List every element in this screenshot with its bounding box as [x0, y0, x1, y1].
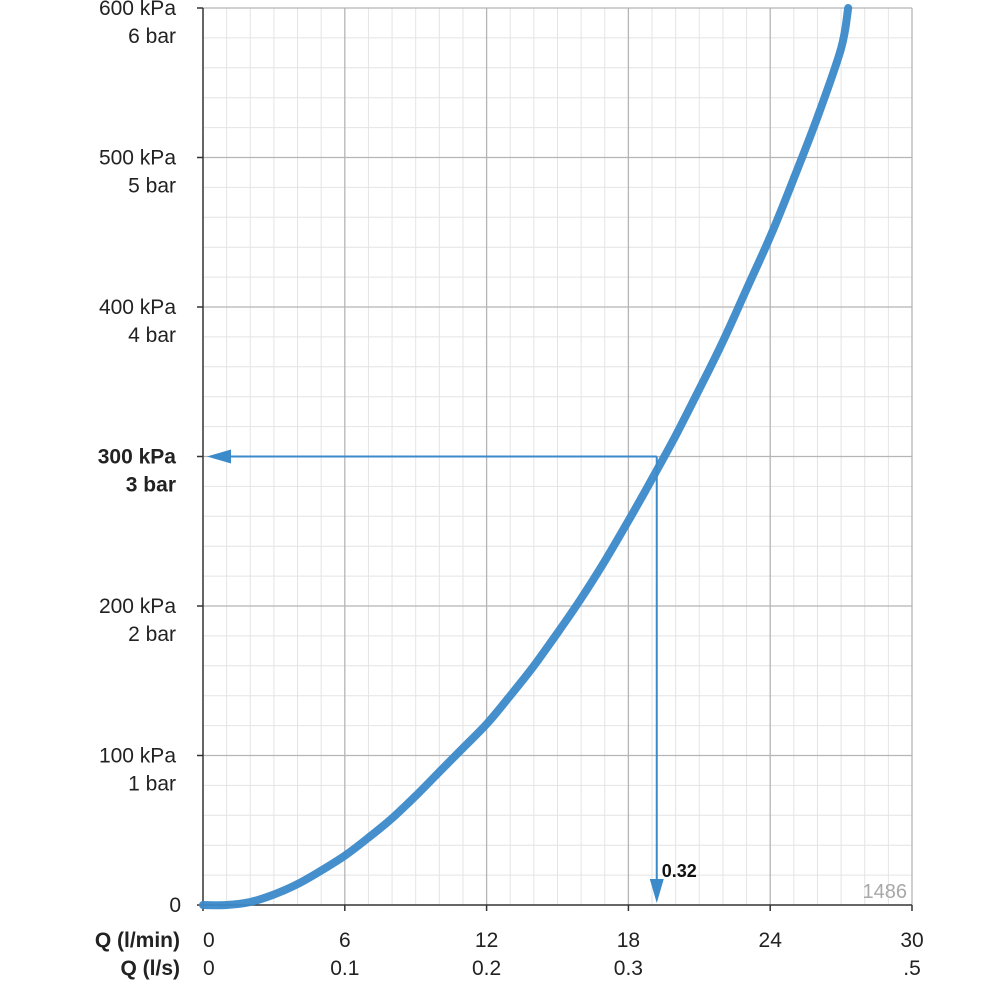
series-layer — [199, 4, 853, 910]
x-tick-label-lmin: 12 — [475, 929, 498, 952]
left-arrowhead — [207, 449, 231, 464]
y-tick-label-bar: 1 bar — [128, 773, 176, 796]
reading-value-label: 0.32 — [662, 861, 697, 881]
x-tick-label-lmin: 30 — [900, 929, 923, 952]
reading-annotation: 0.32 — [207, 449, 697, 903]
y-tick-label-kpa: 100 kPa — [99, 745, 176, 768]
y-tick-label-bar: 6 bar — [128, 25, 176, 48]
x-tick-label-lmin: 24 — [759, 929, 783, 952]
y-tick-label-kpa: 500 kPa — [99, 147, 176, 170]
y-tick-label-bar: 3 bar — [126, 474, 176, 497]
down-arrowhead — [649, 879, 664, 903]
x-axis-title-lmin: Q (l/min) — [95, 929, 180, 952]
x-tick-label-ls: .5 — [903, 957, 921, 980]
x-tick-label-ls: 0.2 — [472, 957, 501, 980]
x-tick-label-lmin: 6 — [339, 929, 351, 952]
x-tick-label-lmin: 18 — [617, 929, 640, 952]
y-tick-label-kpa: 600 kPa — [99, 0, 176, 20]
y-tick-label-bar: 2 bar — [128, 623, 176, 646]
x-tick-label-ls: 0 — [203, 957, 215, 980]
chart-id-watermark: 1486 — [863, 881, 908, 903]
x-axis-title-ls: Q (l/s) — [120, 957, 180, 980]
y-tick-label-bar: 5 bar — [128, 175, 176, 198]
y-tick-label-bar: 4 bar — [128, 324, 176, 347]
axes — [197, 7, 913, 911]
y-tick-label-kpa: 0 — [169, 894, 181, 917]
y-tick-label-kpa: 400 kPa — [99, 296, 176, 319]
pressure-curve-line — [199, 4, 853, 910]
y-tick-label-kpa: 200 kPa — [99, 595, 176, 618]
x-tick-label-ls: 0.3 — [614, 957, 643, 980]
y-tick-labels: 0 100 kPa 1 bar 200 kPa 2 bar 300 kPa 3 bar 400… — [98, 0, 181, 917]
x-tick-labels: 0 0 6 0.1 12 0.2 18 0.3 24 30 .5 — [203, 929, 924, 980]
y-tick-label-kpa: 300 kPa — [98, 446, 177, 469]
x-tick-label-lmin: 0 — [203, 929, 215, 952]
x-tick-label-ls: 0.1 — [330, 957, 359, 980]
